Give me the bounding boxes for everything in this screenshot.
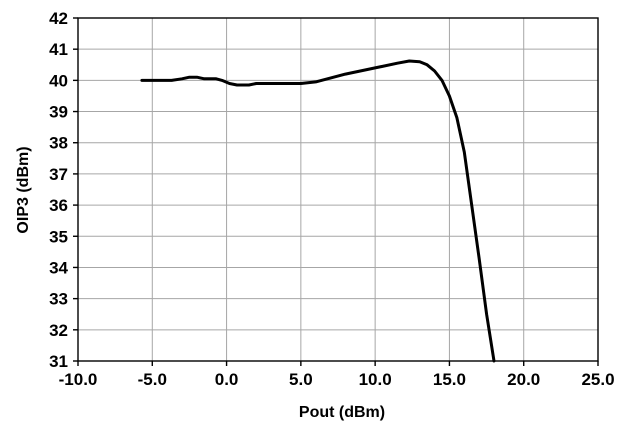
y-tick-label: 39 <box>49 103 68 122</box>
x-axis-title: Pout (dBm) <box>299 404 385 421</box>
plot-frame-layer <box>73 17 599 366</box>
x-tick-label: 20.0 <box>507 370 540 389</box>
y-tick-label: 32 <box>49 321 68 340</box>
x-tick-label: -5.0 <box>138 370 167 389</box>
y-tick-label: 40 <box>49 71 68 90</box>
y-tick-label: 35 <box>49 227 68 246</box>
x-tick-label: 15.0 <box>433 370 466 389</box>
x-tick-label: 5.0 <box>289 370 313 389</box>
y-tick-label: 34 <box>49 258 68 277</box>
x-tick-labels: -10.0 -5.0 0.0 5.0 10.0 15.0 20.0 25.0 <box>59 370 615 389</box>
y-tick-label: 33 <box>49 290 68 309</box>
x-tick-label: -10.0 <box>59 370 98 389</box>
y-tick-label: 42 <box>49 9 68 28</box>
y-tick-label: 38 <box>49 134 68 153</box>
x-tick-label: 25.0 <box>581 370 614 389</box>
y-tick-labels: 31 32 33 34 35 36 37 38 39 40 41 42 <box>49 9 68 371</box>
y-axis-title: OIP3 (dBm) <box>15 146 32 233</box>
y-tick-label: 37 <box>49 165 68 184</box>
plot-area-border <box>77 17 599 362</box>
series-layer <box>140 59 496 363</box>
grid <box>78 18 598 361</box>
x-tick-label: 0.0 <box>215 370 239 389</box>
y-tick-label: 31 <box>49 352 68 371</box>
y-tick-label: 41 <box>49 40 68 59</box>
oip3-series-line <box>140 59 496 363</box>
x-tick-label: 10.0 <box>359 370 392 389</box>
y-tick-label: 36 <box>49 196 68 215</box>
